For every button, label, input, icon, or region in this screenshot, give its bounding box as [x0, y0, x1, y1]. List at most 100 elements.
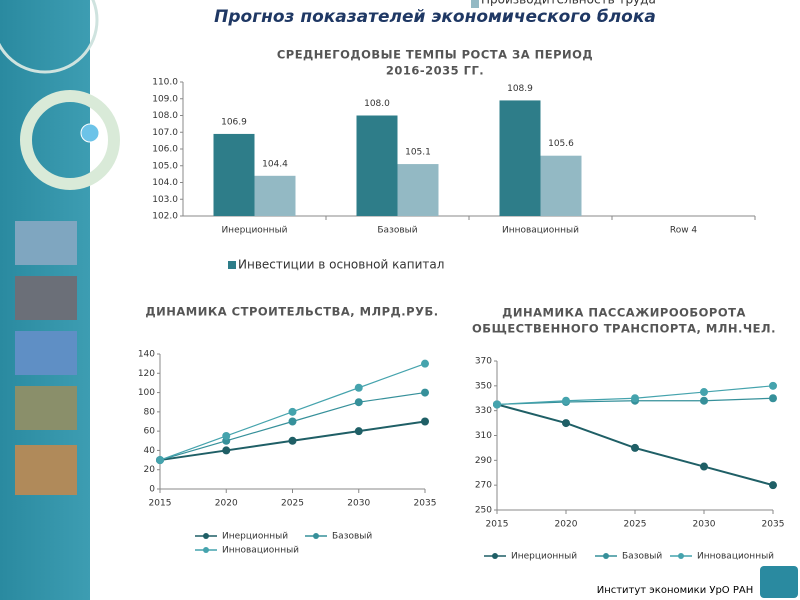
x-tick-label: 2015: [149, 499, 172, 509]
legend-label: Инновационный: [697, 552, 774, 562]
point: [222, 446, 231, 455]
point: [769, 394, 777, 403]
point: [222, 431, 231, 440]
legend-label: Инерционный: [511, 552, 577, 562]
point: [700, 396, 708, 405]
footer: Институт экономики УрО РАН: [597, 585, 754, 596]
legend-marker: [203, 533, 209, 539]
y-tick-label: 370: [475, 357, 492, 367]
y-tick-label: 250: [475, 506, 492, 516]
point: [421, 359, 429, 368]
chart-title: ДИНАМИКА ПАССАЖИРООБОРОТА: [502, 306, 746, 320]
value-label: 105.1: [405, 148, 431, 158]
legend-swatch: [471, 0, 479, 8]
x-tick-label: Базовый: [377, 226, 417, 236]
y-tick-label: 120: [138, 369, 155, 379]
legend-marker: [678, 553, 684, 559]
y-tick-label: 310: [475, 431, 492, 441]
y-tick-label: 106.0: [152, 145, 178, 155]
y-tick-label: 104.0: [152, 178, 178, 188]
legend-label: Инновационный: [222, 546, 299, 556]
chart-title: ОБЩЕСТВЕННОГО ТРАНСПОРТА, МЛН.ЧЕЛ.: [472, 322, 776, 336]
y-tick-label: 105.0: [152, 161, 178, 171]
point: [631, 394, 639, 403]
y-tick-label: 140: [138, 350, 155, 360]
x-tick-label: 2030: [693, 520, 716, 530]
x-tick-label: Row 4: [670, 226, 698, 236]
legend-label: Базовый: [622, 552, 662, 562]
value-label: 106.9: [221, 117, 247, 127]
value-label: 108.0: [364, 99, 390, 109]
value-label: 105.6: [548, 139, 574, 149]
point: [769, 481, 777, 490]
point: [769, 381, 777, 390]
point: [631, 443, 639, 452]
y-tick-label: 110.0: [152, 78, 178, 88]
x-tick-label: 2020: [215, 499, 238, 509]
y-tick-label: 330: [475, 406, 492, 416]
point: [354, 383, 363, 392]
y-tick-label: 102.0: [152, 212, 178, 222]
point: [354, 427, 363, 436]
y-tick-label: 60: [144, 427, 156, 437]
x-tick-label: 2035: [414, 499, 437, 509]
logo: [760, 566, 798, 598]
value-label: 104.4: [262, 159, 288, 169]
y-tick-label: 80: [144, 407, 156, 417]
y-tick-label: 107.0: [152, 128, 178, 138]
y-tick-label: 103.0: [152, 195, 178, 205]
point: [562, 396, 570, 405]
decor-ball: [80, 123, 100, 143]
photo: [15, 445, 77, 495]
x-tick-label: Инерционный: [221, 226, 287, 236]
point: [156, 456, 164, 465]
x-tick-label: 2025: [624, 520, 647, 530]
y-tick-label: 0: [149, 485, 155, 495]
point: [421, 417, 429, 426]
photo: [15, 276, 77, 320]
legend-label: Базовый: [332, 532, 372, 542]
point: [700, 388, 708, 397]
slide-title: Прогноз показателей экономического блока: [214, 7, 656, 27]
legend-label: Инвестиции в основной капитал: [238, 258, 444, 272]
chart-title: 2016-2035 ГГ.: [386, 64, 484, 78]
legend-marker: [203, 547, 209, 553]
y-tick-label: 270: [475, 481, 492, 491]
legend-marker: [313, 533, 319, 539]
x-tick-label: 2020: [555, 520, 578, 530]
y-tick-label: 350: [475, 381, 492, 391]
point: [700, 462, 708, 471]
photo: [15, 221, 77, 265]
value-label: 108.9: [507, 84, 533, 94]
point: [354, 398, 363, 407]
y-tick-label: 290: [475, 456, 492, 466]
chart-title: СРЕДНЕГОДОВЫЕ ТЕМПЫ РОСТА ЗА ПЕРИОД: [277, 48, 593, 62]
photo: [15, 386, 77, 430]
y-tick-label: 108.0: [152, 111, 178, 121]
y-tick-label: 100: [138, 388, 155, 398]
x-tick-label: 2025: [281, 499, 304, 509]
x-tick-label: 2035: [762, 520, 785, 530]
y-tick-label: 40: [144, 446, 156, 456]
bar: [540, 155, 582, 216]
x-tick-label: 2030: [347, 499, 370, 509]
legend-label: Производительность труда: [481, 0, 656, 7]
bar: [356, 115, 398, 216]
point: [562, 419, 570, 428]
photo: [15, 331, 77, 375]
legend-label: Инерционный: [222, 532, 288, 542]
legend-marker: [603, 553, 609, 559]
legend-marker: [492, 553, 498, 559]
point: [288, 417, 297, 426]
chart-title: ДИНАМИКА СТРОИТЕЛЬСТВА, МЛРД.РУБ.: [145, 305, 438, 319]
bar: [499, 100, 541, 216]
bar: [254, 175, 296, 216]
point: [493, 400, 501, 409]
x-tick-label: 2015: [486, 520, 509, 530]
bar: [213, 133, 255, 216]
x-tick-label: Инновационный: [502, 226, 579, 236]
point: [421, 388, 429, 397]
decor-ring: [0, 0, 99, 74]
